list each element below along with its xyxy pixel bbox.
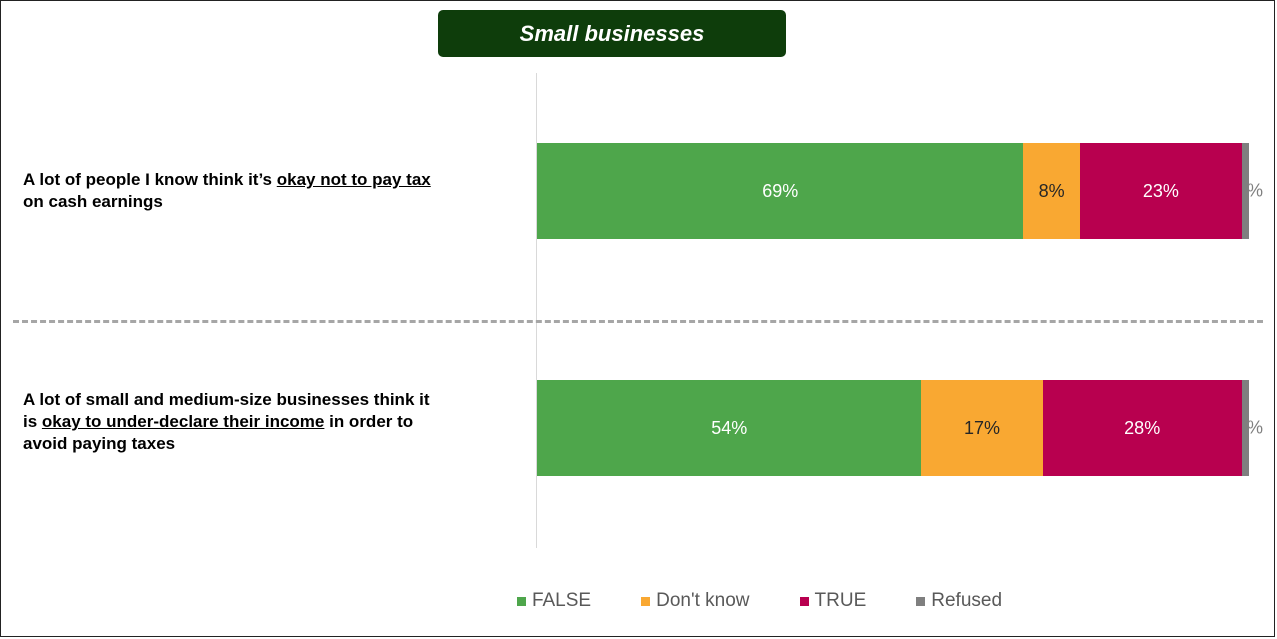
bar-segment-don-t-know-1: 8% (1023, 143, 1080, 239)
legend-swatch-dont-know (641, 596, 651, 606)
question-2-post: in order to avoid paying taxes (23, 412, 414, 453)
legend-item-true: TRUE (799, 589, 867, 613)
question-1-underlined: okay not to pay tax (276, 170, 431, 189)
bar-segment-false-2: 54% (537, 380, 922, 476)
bar-segment-true-2: 28% (1042, 380, 1242, 476)
data-label-don-t-know-2: 17% (963, 417, 1000, 438)
dashed-divider (13, 320, 1263, 323)
question-1-pre: A lot of people I know think it’s (23, 170, 277, 189)
chart-title: Small businesses (438, 10, 786, 57)
legend-label-true: TRUE (814, 590, 867, 611)
bar-segment-true-1: 23% (1079, 143, 1242, 239)
value-axis-line (536, 73, 537, 548)
data-label-refused-2: % (1247, 417, 1264, 438)
question-2-underlined: okay to under-declare their income (41, 412, 325, 431)
question-2-pre: A lot of small and medium-size businesse… (23, 390, 430, 431)
legend-item-false: FALSE (516, 589, 592, 613)
question-label-2: A lot of small and medium-size businesse… (23, 389, 443, 455)
legend-item-dont-know: Don't know (641, 589, 750, 613)
legend-label-dont-know: Don't know (656, 590, 750, 611)
question-1-post: on cash earnings (23, 192, 163, 211)
legend-swatch-true (799, 596, 809, 606)
data-label-false-2: 54% (711, 417, 748, 438)
bar-segment-false-1: 69% (537, 143, 1024, 239)
bar-segment-refused-1 (1241, 143, 1249, 239)
data-label-don-t-know-1: 8% (1038, 180, 1065, 201)
bar-row-2: 54% 17% 28%% (537, 380, 1263, 476)
bar-segment-don-t-know-2: 17% (921, 380, 1043, 476)
data-label-refused-1: % (1247, 180, 1264, 201)
data-label-false-1: 69% (762, 180, 799, 201)
question-label-1: A lot of people I know think it’s okay n… (23, 169, 443, 213)
legend-swatch-refused (916, 596, 926, 606)
data-label-true-2: 28% (1124, 417, 1161, 438)
bar-segment-refused-2 (1241, 380, 1249, 476)
legend-label-false: FALSE (531, 590, 592, 611)
legend-label-refused: Refused (931, 590, 1003, 611)
legend-item-refused: Refused (916, 589, 1002, 613)
data-label-true-1: 23% (1142, 180, 1179, 201)
legend-swatch-false (516, 596, 526, 606)
bar-row-1: 69% 8% 23%% (537, 143, 1263, 239)
legend: FALSE Don't know TRUE Refused (1, 589, 1277, 613)
